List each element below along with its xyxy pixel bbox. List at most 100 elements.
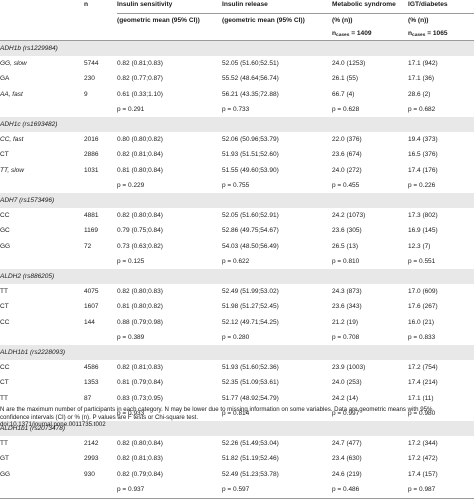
header-release-unit: (geometric mean (95% CI)) — [222, 17, 305, 24]
metabolic-syndrome: 24.3 (873) — [332, 288, 362, 296]
n-value: 4075 — [84, 288, 99, 296]
p-value-metabolic: p = 0.810 — [332, 257, 360, 265]
metabolic-syndrome: 22.0 (376) — [332, 136, 362, 144]
p-value-release: p = 0.814 — [222, 409, 250, 417]
insulin-release: 51.93 (51.60;52.36) — [222, 364, 279, 372]
n-value: 4586 — [84, 364, 99, 372]
table-row: TT 2142 0.82 (0.80;0.84) 52.26 (51.49;53.04… — [0, 436, 474, 451]
header-metabolic-unit: (% (n)) — [332, 17, 353, 24]
p-value-sensitivity: p = 0.291 — [117, 105, 145, 113]
table-row: CT 2886 0.82 (0.81;0.84) 51.93 (51.51;52.60… — [0, 147, 474, 162]
p-value-release: p = 0.597 — [222, 485, 250, 493]
p-value-release: p = 0.755 — [222, 181, 250, 189]
header-rule — [0, 40, 474, 41]
table-row: CC 4881 0.82 (0.80;0.84) 52.05 (51.60;52.91… — [0, 208, 474, 223]
igt-diabetes: 17.1 (11) — [408, 394, 434, 402]
p-value-row: p = 0.933 p = 0.814 p = 0.997 p = 0.980 — [0, 406, 474, 421]
metabolic-syndrome: 26.1 (55) — [332, 75, 359, 83]
metabolic-syndrome: 24.2 (1073) — [332, 212, 366, 220]
insulin-sensitivity: 0.82 (0.80;0.84) — [117, 212, 163, 220]
p-value-row: p = 0.937 p = 0.597 p = 0.486 p = 0.987 — [0, 482, 474, 497]
n-value: 2993 — [84, 455, 99, 463]
igt-n-value: = 1065 — [425, 30, 448, 37]
gene-label: ALDH1b1 (rs2073478) — [0, 425, 66, 432]
table-row: GG 930 0.82 (0.79;0.84) 52.49 (51.23;53.78)… — [0, 467, 474, 482]
insulin-release: 52.35 (51.09;53.61) — [222, 379, 279, 387]
igt-diabetes: 17.2 (344) — [408, 440, 438, 448]
insulin-release: 54.03 (48.50;56.49) — [222, 242, 279, 250]
igt-diabetes: 28.6 (2) — [408, 90, 431, 98]
genotype: CT — [0, 151, 9, 159]
p-value-sensitivity: p = 0.937 — [117, 485, 145, 493]
insulin-sensitivity: 0.80 (0.80;0.82) — [117, 136, 163, 144]
metabolic-syndrome: 23.6 (305) — [332, 227, 362, 235]
insulin-sensitivity: 0.73 (0.63;0.82) — [117, 242, 163, 250]
metabolic-syndrome: 24.0 (272) — [332, 166, 362, 174]
p-value-release: p = 0.733 — [222, 105, 250, 113]
igt-n-prefix: n — [408, 30, 413, 37]
genotype: TT — [0, 440, 8, 448]
insulin-release: 52.05 (51.60;52.91) — [222, 212, 279, 220]
igt-diabetes: 17.2 (472) — [408, 455, 438, 463]
table-row: AA, fast 9 0.61 (0.33;1.10) 56.21 (43.35;72… — [0, 87, 474, 102]
table-row: CT 1353 0.81 (0.79;0.84) 52.35 (51.09;53.61… — [0, 375, 474, 390]
igt-diabetes: 12.3 (7) — [408, 242, 431, 250]
n-value: 1031 — [84, 166, 99, 174]
insulin-release: 52.12 (49.71;54.25) — [222, 318, 279, 326]
genotype: CC, fast — [0, 136, 24, 144]
gene-label: ADH1c (rs1693482) — [0, 121, 58, 128]
insulin-sensitivity: 0.79 (0.75;0.84) — [117, 227, 163, 235]
metabolic-n-sub: cases — [336, 33, 350, 38]
gene-label: ALDH2 (rs886205) — [0, 273, 55, 280]
igt-diabetes: 19.4 (373) — [408, 136, 438, 144]
table-row: CC 4586 0.82 (0.81;0.83) 51.93 (51.60;52.36… — [0, 360, 474, 375]
metabolic-syndrome: 24.6 (219) — [332, 470, 362, 478]
n-value: 2142 — [84, 440, 99, 448]
p-value-sensitivity: p = 0.933 — [117, 409, 145, 417]
header-metabolic-syndrome: Metabolic syndrome — [332, 1, 396, 8]
p-value-row: p = 0.125 p = 0.622 p = 0.810 p = 0.551 — [0, 254, 474, 269]
p-value-sensitivity: p = 0.125 — [117, 257, 145, 265]
insulin-release: 55.52 (48.64;56.74) — [222, 75, 279, 83]
p-value-release: p = 0.280 — [222, 333, 250, 341]
insulin-release: 56.21 (43.35;72.88) — [222, 90, 279, 98]
p-value-row: p = 0.389 p = 0.280 p = 0.708 p = 0.833 — [0, 330, 474, 345]
p-value-metabolic: p = 0.486 — [332, 485, 360, 493]
insulin-release: 52.49 (51.99;53.02) — [222, 288, 279, 296]
metabolic-n-prefix: n — [332, 30, 337, 37]
header-n: n — [84, 1, 89, 8]
insulin-release: 52.86 (49.75;54.67) — [222, 227, 279, 235]
p-value-igt: p = 0.833 — [408, 333, 436, 341]
insulin-sensitivity: 0.88 (0.79;0.98) — [117, 318, 163, 326]
genotype: GA — [0, 75, 10, 83]
metabolic-syndrome: 21.2 (19) — [332, 318, 359, 326]
genotype: TT — [0, 288, 8, 296]
group-label-row: ADH7 (rs1573496) — [0, 193, 474, 208]
n-value: 1607 — [84, 303, 99, 311]
n-value: 930 — [84, 470, 95, 478]
metabolic-syndrome: 24.0 (1253) — [332, 60, 366, 68]
table-row: TT 87 0.83 (0.73;0.95) 51.77 (48.92;54.79) 2… — [0, 391, 474, 406]
n-value: 2886 — [84, 151, 99, 159]
metabolic-syndrome: 23.6 (343) — [332, 303, 362, 311]
group-label-row: ADH1c (rs1693482) — [0, 117, 474, 132]
p-value-igt: p = 0.987 — [408, 485, 436, 493]
genotype: CT — [0, 303, 9, 311]
genotype: GG, slow — [0, 60, 27, 68]
insulin-sensitivity: 0.82 (0.81;0.83) — [117, 455, 163, 463]
igt-diabetes: 16.0 (21) — [408, 318, 435, 326]
insulin-sensitivity: 0.81 (0.79;0.84) — [117, 379, 163, 387]
genotype: AA, fast — [0, 90, 23, 98]
igt-diabetes: 17.1 (36) — [408, 75, 435, 83]
table-row: GA 230 0.82 (0.77;0.87) 55.52 (48.64;56.74)… — [0, 71, 474, 86]
n-value: 2016 — [84, 136, 99, 144]
p-value-row: p = 0.291 p = 0.733 p = 0.628 p = 0.682 — [0, 102, 474, 117]
insulin-release: 52.05 (51.60;52.51) — [222, 60, 279, 68]
group-label-row: ALDH2 (rs886205) — [0, 269, 474, 284]
insulin-sensitivity: 0.82 (0.77;0.87) — [117, 75, 163, 83]
metabolic-syndrome: 66.7 (4) — [332, 90, 355, 98]
metabolic-syndrome: 26.5 (13) — [332, 242, 359, 250]
genotype: TT — [0, 394, 8, 402]
table-header-row-2: (geometric mean (95% CI)) (geometric mea… — [0, 16, 474, 29]
insulin-release: 51.55 (49.60;53.90) — [222, 166, 279, 174]
